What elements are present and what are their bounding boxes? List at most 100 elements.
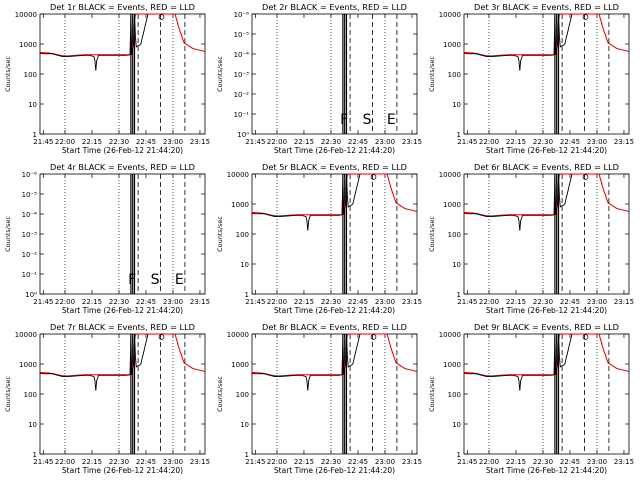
x-tick-label: 23:15 <box>614 458 634 466</box>
y-tick-label: 10⁻⁴ <box>234 51 250 59</box>
x-tick-label: 23:15 <box>402 458 422 466</box>
y-axis-label: Counts/sec <box>4 216 12 252</box>
x-tick-label: 21:45 <box>33 458 53 466</box>
x-tick-label: 23:00 <box>375 298 395 306</box>
y-tick-label: 10 <box>452 101 461 109</box>
phase-marker-label: S <box>363 112 372 128</box>
x-axis-label: Start Time (26-Feb-12 21:44:20) <box>486 306 607 315</box>
x-tick-label: 22:30 <box>109 298 129 306</box>
x-axis-label: Start Time (26-Feb-12 21:44:20) <box>486 146 607 155</box>
panel-title: Det 5r BLACK = Events, RED = LLD <box>262 162 407 172</box>
x-tick-label: 23:00 <box>587 458 607 466</box>
y-tick-label: 10⁻⁵ <box>234 31 250 39</box>
x-tick-label: 23:15 <box>190 138 210 146</box>
x-tick-label: 22:45 <box>560 458 580 466</box>
x-tick-label: 22:45 <box>348 138 368 146</box>
x-tick-label: 22:45 <box>136 298 156 306</box>
y-tick-label: 10 <box>28 421 37 429</box>
x-tick-label: 22:15 <box>506 138 526 146</box>
saturation-marker <box>370 174 377 180</box>
saturation-marker <box>158 14 165 20</box>
x-axis-label: Start Time (26-Feb-12 21:44:20) <box>62 466 183 475</box>
y-tick-label: 10⁻¹ <box>234 111 250 119</box>
y-tick-label: 1000 <box>19 41 37 49</box>
y-tick-label: 10⁻³ <box>234 71 250 79</box>
x-tick-label: 21:45 <box>245 138 265 146</box>
x-tick-label: 23:15 <box>402 298 422 306</box>
x-tick-label: 22:45 <box>348 458 368 466</box>
saturation-marker <box>582 174 589 180</box>
y-tick-label: 100 <box>24 71 37 79</box>
y-tick-label: 10 <box>452 261 461 269</box>
y-tick-label: 10 <box>28 101 37 109</box>
phase-marker-label: S <box>151 272 160 288</box>
y-tick-label: 10⁻² <box>234 91 250 99</box>
x-tick-label: 23:15 <box>614 298 634 306</box>
x-tick-label: 23:15 <box>190 458 210 466</box>
saturation-marker <box>158 334 165 340</box>
x-tick-label: 23:00 <box>587 138 607 146</box>
panel-title: Det 3r BLACK = Events, RED = LLD <box>474 2 619 12</box>
x-tick-label: 22:00 <box>479 458 499 466</box>
x-tick-label: 22:00 <box>267 458 287 466</box>
y-tick-label: 10000 <box>15 11 37 19</box>
x-tick-label: 22:30 <box>533 138 553 146</box>
phase-marker-label: E <box>387 112 396 128</box>
x-tick-label: 22:15 <box>82 138 102 146</box>
x-tick-label: 22:30 <box>533 298 553 306</box>
panel-2r: Det 2r BLACK = Events, RED = LLD Counts/s… <box>216 2 422 155</box>
x-tick-label: 22:15 <box>294 298 314 306</box>
panel-6r: Det 6r BLACK = Events, RED = LLD Counts/s… <box>428 162 634 315</box>
x-axis-label: Start Time (26-Feb-12 21:44:20) <box>62 306 183 315</box>
saturation-marker <box>582 334 589 340</box>
x-tick-label: 23:00 <box>163 458 183 466</box>
y-tick-label: 100 <box>236 231 249 239</box>
y-tick-label: 100 <box>448 231 461 239</box>
events-series-line <box>40 333 149 391</box>
x-tick-label: 22:00 <box>55 138 75 146</box>
x-axis-label: Start Time (26-Feb-12 21:44:20) <box>486 466 607 475</box>
y-tick-label: 100 <box>448 391 461 399</box>
x-tick-label: 22:45 <box>348 298 368 306</box>
x-tick-label: 23:15 <box>614 138 634 146</box>
y-tick-label: 10000 <box>227 171 249 179</box>
x-tick-label: 22:30 <box>321 138 341 146</box>
x-tick-label: 23:00 <box>163 298 183 306</box>
x-tick-label: 22:30 <box>533 458 553 466</box>
x-tick-label: 22:00 <box>267 298 287 306</box>
panel-8r: Det 8r BLACK = Events, RED = LLD Counts/s… <box>216 322 422 475</box>
y-tick-label: 10⁻⁶ <box>234 11 250 19</box>
events-series-line <box>464 173 573 231</box>
x-tick-label: 22:00 <box>267 138 287 146</box>
panel-7r: Det 7r BLACK = Events, RED = LLD Counts/s… <box>4 322 210 475</box>
y-tick-label: 10⁻⁵ <box>22 191 38 199</box>
x-tick-label: 23:00 <box>375 458 395 466</box>
x-tick-label: 22:15 <box>82 458 102 466</box>
events-series-line <box>40 13 149 71</box>
y-tick-label: 10 <box>240 421 249 429</box>
x-tick-label: 21:45 <box>33 138 53 146</box>
panel-1r: Det 1r BLACK = Events, RED = LLD Counts/s… <box>4 2 210 155</box>
y-tick-label: 1000 <box>443 41 461 49</box>
y-tick-label: 10 <box>452 421 461 429</box>
panel-title: Det 2r BLACK = Events, RED = LLD <box>262 2 407 12</box>
y-tick-label: 1 <box>245 451 249 459</box>
x-tick-label: 22:45 <box>136 458 156 466</box>
x-tick-label: 22:45 <box>560 298 580 306</box>
y-tick-label: 1000 <box>231 201 249 209</box>
x-tick-label: 22:15 <box>506 298 526 306</box>
y-tick-label: 1 <box>457 131 461 139</box>
y-axis-label: Counts/sec <box>216 216 224 252</box>
panel-title: Det 9r BLACK = Events, RED = LLD <box>474 322 619 332</box>
y-tick-label: 1 <box>457 451 461 459</box>
y-axis-label: Counts/sec <box>216 376 224 412</box>
y-tick-label: 10⁻¹ <box>22 271 38 279</box>
panel-title: Det 7r BLACK = Events, RED = LLD <box>50 322 195 332</box>
y-tick-label: 100 <box>448 71 461 79</box>
y-axis-label: Counts/sec <box>428 56 436 92</box>
x-tick-label: 22:15 <box>506 458 526 466</box>
x-tick-label: 22:45 <box>560 138 580 146</box>
events-series-line <box>252 333 361 391</box>
y-tick-label: 10⁰ <box>25 291 37 299</box>
